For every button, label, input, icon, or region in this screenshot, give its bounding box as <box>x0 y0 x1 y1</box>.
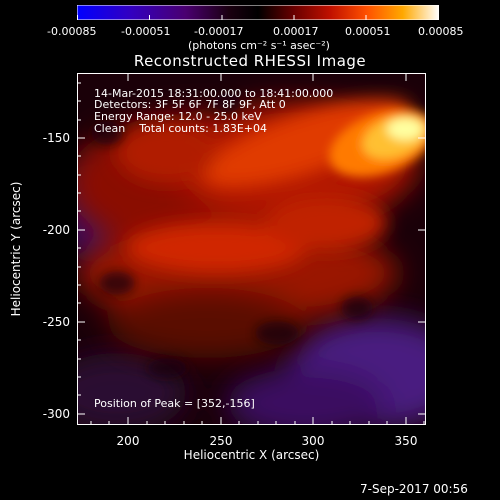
y-tick-label: -200 <box>42 223 70 237</box>
peak-position-text: Position of Peak = [352,-156] <box>94 397 255 410</box>
clean-counts-text: Clean Total counts: 1.83E+04 <box>94 122 268 135</box>
x-axis-label: Heliocentric X (arcsec) <box>183 448 320 462</box>
x-tick-label: 200 <box>116 434 140 448</box>
x-tick-label: 350 <box>394 434 418 448</box>
detectors-text: Detectors: 3F 5F 6F 7F 8F 9F, Att 0 <box>94 98 286 111</box>
colorbar-units: (photons cm⁻² s⁻¹ asec⁻²) <box>188 39 330 52</box>
time-range-text: 14-Mar-2015 18:31:00.000 to 18:41:00.000 <box>94 87 334 100</box>
y-tick-label: -300 <box>42 407 70 421</box>
rhessi-image <box>77 73 426 425</box>
x-tick-label: 300 <box>301 434 325 448</box>
colorbar-tick-label: 0.00085 <box>418 25 464 38</box>
x-tick-label: 250 <box>209 434 233 448</box>
plot-timestamp: 7-Sep-2017 00:56 <box>360 482 468 496</box>
y-axis-label: Heliocentric Y (arcsec) <box>9 181 23 317</box>
y-tick-label: -250 <box>42 315 70 329</box>
colorbar-tick-label: -0.00051 <box>121 25 171 38</box>
colorbar-tick-label: 0.00017 <box>273 25 319 38</box>
energy-range-text: Energy Range: 12.0 - 25.0 keV <box>94 110 262 123</box>
y-tick-label: -150 <box>42 131 70 145</box>
colorbar-tick-label: -0.00017 <box>194 25 244 38</box>
colorbar <box>77 5 439 20</box>
image-title: Reconstructed RHESSI Image <box>133 52 367 70</box>
colorbar-tick-label: -0.00085 <box>47 25 97 38</box>
colorbar-tick-label: 0.00051 <box>345 25 391 38</box>
